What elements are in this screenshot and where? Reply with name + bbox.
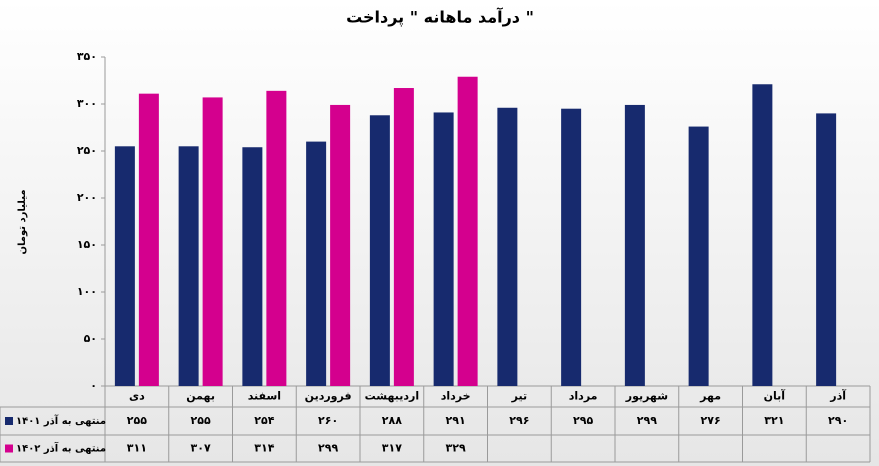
bar [457,76,478,387]
bar [266,90,287,386]
y-tick-label: ۳۵۰ [77,50,97,63]
data-label: ۲۹۹ [318,442,338,455]
data-label: ۲۵۴ [254,414,274,427]
x-tick-label: مرداد [569,390,598,403]
x-tick-label: دی [129,390,145,403]
bar [497,107,518,386]
bar [624,104,645,386]
x-tick-label: آبان [764,389,786,403]
data-label: ۲۸۸ [382,414,402,427]
y-tick-label: ۳۰۰ [77,97,97,110]
bar [138,93,159,386]
data-label: ۲۹۰ [828,414,848,427]
y-axis-label: میلیارد تومان [17,189,28,254]
data-label: ۲۷۶ [701,414,721,427]
data-label: ۲۶۰ [318,414,338,427]
x-tick-label: شهریور [625,390,668,403]
x-tick-label: فروردین [305,390,352,403]
bar [688,126,709,386]
bar [178,146,199,386]
bar [816,113,837,387]
data-label: ۳۱۱ [127,442,147,455]
legend-label: منتهی به آذر ۱۴۰۱ [16,414,106,427]
y-tick-label: ۱۰۰ [77,285,97,298]
bar [393,88,414,387]
bar [330,104,351,386]
legend-swatch [5,417,13,425]
x-tick-label: تیر [511,390,527,403]
x-tick-label: بهمن [186,390,215,403]
bar [202,97,223,387]
x-tick-label: آذر [829,389,846,403]
legend-label: منتهی به آذر ۱۴۰۲ [16,442,106,455]
data-label: ۳۱۷ [382,442,402,455]
data-label: ۳۲۱ [764,414,784,427]
legend-swatch [5,444,13,453]
bar [306,141,327,386]
x-tick-label: مهر [699,390,721,403]
data-label: ۳۰۷ [191,442,211,455]
bar [369,115,390,386]
data-label: ۲۹۵ [573,414,593,427]
y-tick-label: ۱۵۰ [77,238,97,251]
y-tick-label: ۲۰۰ [77,191,97,204]
y-tick-label: ۲۵۰ [77,144,97,157]
y-tick-label: ۰ [90,379,97,392]
data-label: ۳۱۴ [254,442,274,455]
chart-title: درآمد ماهانه " پرداخت " [346,7,534,28]
bar [433,112,454,387]
bar [561,108,582,386]
data-label: ۲۹۱ [446,414,466,427]
bar [114,146,135,386]
x-tick-label: اردیبهشت [365,390,419,403]
x-tick-label: خرداد [441,390,471,403]
x-tick-label: اسفند [248,390,281,403]
data-label: ۳۲۹ [446,442,466,455]
data-label: ۲۵۵ [191,414,211,427]
bar [752,84,773,386]
data-label: ۲۹۶ [509,414,529,427]
data-label: ۲۹۹ [637,414,657,427]
data-label: ۲۵۵ [127,414,147,427]
y-tick-label: ۵۰ [84,332,97,345]
bar [242,147,263,386]
